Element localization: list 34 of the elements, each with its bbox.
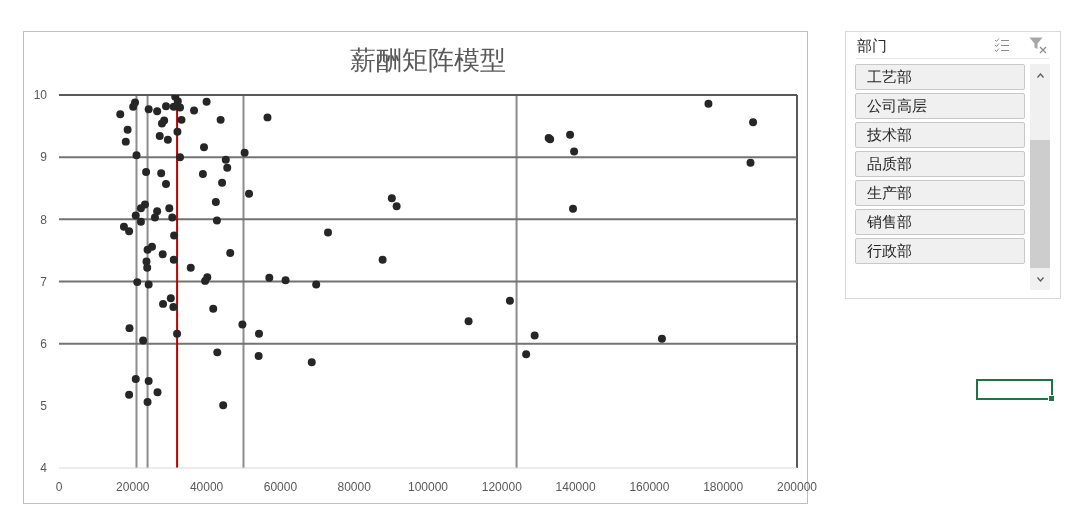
y-tick-label: 7 (40, 274, 48, 289)
x-tick-label: 60000 (263, 479, 298, 494)
x-tick-label: 120000 (481, 479, 523, 494)
filter-button: 工艺部 (855, 64, 1025, 90)
y-tick-label: 10 (33, 88, 48, 103)
y-tick-label: 4 (40, 461, 48, 476)
filter-button: 技术部 (855, 122, 1025, 148)
text: 部门 (857, 37, 887, 55)
x-tick-label: 20000 (116, 479, 150, 494)
chart-title: 薪酬矩阵模型 (350, 45, 506, 75)
filter-button: 品质部 (855, 151, 1025, 177)
category-label: 工艺部 (867, 68, 912, 86)
y-tick-label: 9 (40, 150, 48, 165)
y-tick-label: 8 (40, 212, 48, 227)
category-label: 技术部 (867, 126, 912, 144)
x-tick-label: 100000 (407, 479, 449, 494)
filter-button: 公司高层 (855, 93, 1025, 119)
category-label: 公司高层 (867, 97, 927, 115)
filter-button: 生产部 (855, 180, 1025, 206)
filter-button: 销售部 (855, 209, 1025, 235)
y-tick-label: 6 (40, 336, 48, 351)
x-tick-label: 160000 (629, 479, 670, 494)
filter-button: 行政部 (855, 238, 1025, 264)
y-tick-label: 5 (40, 399, 48, 414)
category-label: 行政部 (867, 242, 912, 260)
x-tick-label: 80000 (337, 479, 372, 494)
category-label: 品质部 (867, 155, 912, 173)
x-tick-label: 0 (55, 479, 63, 494)
x-tick-label: 140000 (555, 479, 596, 494)
x-tick-label: 180000 (703, 479, 744, 494)
x-tick-label: 40000 (189, 479, 224, 494)
x-tick-label: 200000 (776, 479, 818, 494)
category-label: 销售部 (867, 213, 912, 231)
category-label: 生产部 (867, 184, 912, 202)
